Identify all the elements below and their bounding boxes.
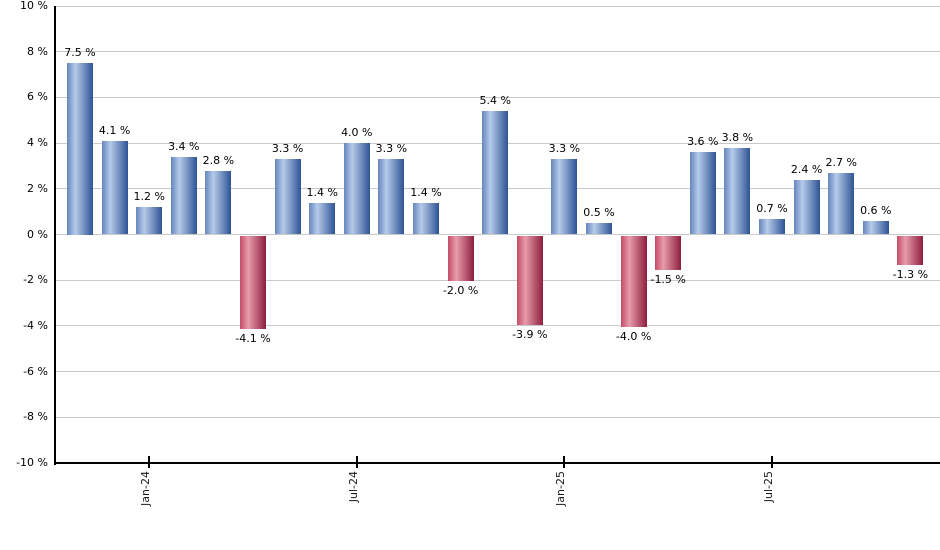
y-gridline: [55, 234, 940, 235]
positive-return-bar: [793, 179, 820, 235]
negative-return-bar: [897, 235, 924, 266]
positive-return-bar: [274, 159, 301, 235]
bar-value-label: 0.7 %: [756, 201, 788, 215]
y-gridline: [55, 5, 940, 7]
positive-return-bar: [170, 156, 197, 235]
x-tick-mark: [771, 456, 773, 468]
x-tick-mark: [355, 456, 358, 468]
positive-return-bar: [828, 172, 855, 235]
bar-value-label: 3.3 %: [375, 142, 408, 156]
y-tick-label: 4 %: [27, 136, 48, 150]
bar-value-label: -1.5 %: [650, 272, 686, 286]
positive-return-bar: [309, 202, 336, 235]
positive-return-bar: [101, 140, 128, 235]
y-axis-line: [54, 6, 56, 465]
negative-return-bar: [240, 235, 266, 330]
positive-return-bar: [724, 147, 751, 235]
bar-value-label: 3.3 %: [548, 142, 581, 156]
bar-value-label: 4.0 %: [341, 126, 373, 140]
positive-return-bar: [482, 111, 509, 235]
positive-return-bar: [413, 202, 439, 235]
x-tick-mark: [148, 456, 151, 468]
y-tick-label: -10 %: [16, 456, 48, 469]
bar-value-label: 2.4 %: [790, 162, 823, 176]
negative-return-bar: [447, 235, 474, 282]
x-tick-mark: [563, 456, 566, 468]
bar-value-label: 0.6 %: [860, 203, 892, 217]
bar-value-label: 3.6 %: [687, 135, 719, 149]
bar-value-label: 2.7 %: [825, 155, 857, 169]
bar-value-label: -3.9 %: [512, 327, 548, 341]
y-tick-label: -4 %: [23, 318, 48, 332]
positive-return-bar: [689, 152, 716, 235]
positive-return-bar: [205, 170, 232, 235]
bar-value-label: 3.3 %: [271, 142, 304, 156]
bar-value-label: 5.4 %: [479, 94, 511, 108]
negative-return-bar: [655, 235, 682, 270]
positive-return-bar: [586, 223, 612, 235]
x-tick-label: Jan-24: [139, 471, 153, 506]
positive-return-bar: [759, 218, 785, 235]
positive-return-bar: [67, 63, 93, 235]
bar-value-label: -1.3 %: [892, 268, 929, 282]
y-gridline: [55, 51, 940, 53]
y-tick-label: 2 %: [27, 181, 48, 195]
positive-return-bar: [862, 220, 889, 235]
positive-return-bar: [378, 159, 405, 235]
y-gridline: [55, 416, 940, 418]
y-tick-label: 6 %: [27, 90, 48, 104]
bar-value-label: -4.0 %: [615, 329, 652, 343]
y-tick-label: -8 %: [23, 410, 48, 424]
bar-value-label: -2.0 %: [442, 284, 479, 298]
x-axis-line: [54, 462, 940, 464]
y-gridline: [55, 325, 940, 327]
positive-return-bar: [343, 143, 370, 235]
y-gridline: [55, 279, 940, 281]
bar-value-label: 3.4 %: [168, 139, 200, 153]
bar-value-label: 4.1 %: [98, 123, 131, 137]
bar-value-label: 1.4 %: [306, 185, 338, 199]
bar-value-label: 7.5 %: [64, 46, 96, 60]
bar-value-label: 1.4 %: [410, 185, 442, 199]
x-tick-label: Jul-25: [762, 471, 775, 503]
x-tick-label: Jul-24: [346, 471, 360, 503]
positive-return-bar: [136, 207, 163, 235]
x-tick-label: Jan-25: [554, 471, 568, 506]
y-gridline: [55, 96, 940, 98]
negative-return-bar: [620, 235, 647, 327]
bar-value-label: 1.2 %: [133, 190, 165, 204]
bar-value-label: -4.1 %: [235, 332, 271, 346]
negative-return-bar: [516, 235, 543, 325]
y-tick-label: -2 %: [23, 273, 48, 287]
y-tick-label: 8 %: [27, 44, 48, 58]
y-gridline: [55, 371, 940, 373]
bar-value-label: 3.8 %: [721, 130, 754, 144]
positive-return-bar: [551, 159, 578, 235]
y-tick-label: -6 %: [23, 364, 48, 378]
bar-value-label: 0.5 %: [583, 206, 615, 220]
y-tick-label: 10 %: [20, 0, 48, 12]
y-tick-label: 0 %: [27, 227, 48, 241]
bar-value-label: 2.8 %: [202, 153, 235, 167]
